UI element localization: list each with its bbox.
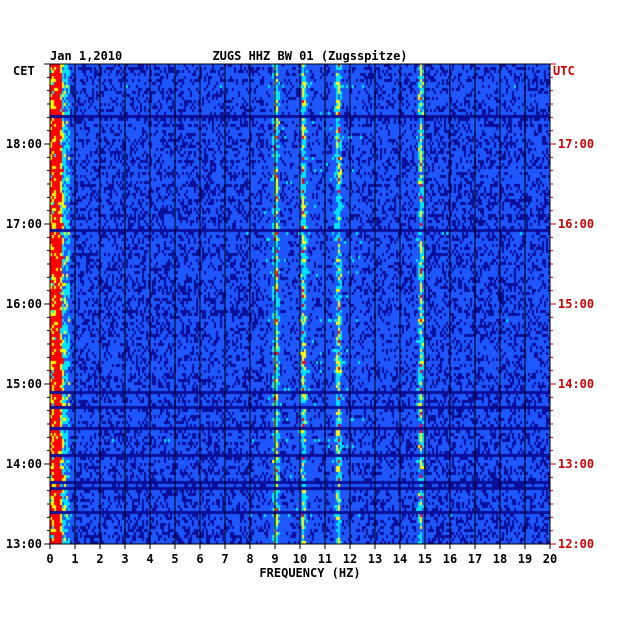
x-tick-label: 15 [418, 552, 432, 566]
left-axis-label: CET [13, 64, 35, 78]
x-tick-label: 11 [318, 552, 332, 566]
x-tick-labels: 0 1 2 3 4 5 6 7 8 9 10 11 12 13 14 15 16 17 18 19 20 [46, 552, 557, 566]
x-tick-label: 7 [221, 552, 228, 566]
right-tick-label: 14:00 [558, 377, 594, 391]
x-tick-label: 17 [468, 552, 482, 566]
x-tick-label: 12 [343, 552, 357, 566]
chart-grid [44, 63, 556, 549]
x-tick-label: 5 [171, 552, 178, 566]
left-tick-label: 17:00 [6, 217, 42, 231]
plot-frame [49, 63, 551, 545]
x-tick-label: 1 [71, 552, 78, 566]
right-tick-label: 16:00 [558, 217, 594, 231]
x-tick-label: 14 [393, 552, 407, 566]
x-tick-label: 8 [246, 552, 253, 566]
left-tick-label: 14:00 [6, 457, 42, 471]
x-tick-label: 0 [46, 552, 53, 566]
left-tick-label: 13:00 [6, 537, 42, 551]
x-tick-label: 4 [146, 552, 153, 566]
x-tick-label: 9 [271, 552, 278, 566]
x-tick-label: 16 [443, 552, 457, 566]
x-tick-label: 18 [493, 552, 507, 566]
left-tick-labels: 18:00 17:00 16:00 15:00 14:00 13:00 [6, 137, 42, 551]
left-tick-label: 15:00 [6, 377, 42, 391]
left-tick-label: 18:00 [6, 137, 42, 151]
right-tick-label: 15:00 [558, 297, 594, 311]
x-tick-label: 20 [543, 552, 557, 566]
right-tick-label: 17:00 [558, 137, 594, 151]
x-tick-label: 6 [196, 552, 203, 566]
right-tick-label: 13:00 [558, 457, 594, 471]
chart-title: ZUGS HHZ BW 01 (Zugsspitze) [212, 49, 407, 63]
chart-date: Jan 1,2010 [50, 49, 122, 63]
x-tick-label: 2 [96, 552, 103, 566]
right-axis-label: UTC [553, 64, 575, 78]
x-tick-label: 19 [518, 552, 532, 566]
right-tick-labels: 17:00 16:00 15:00 14:00 13:00 12:00 [558, 137, 594, 551]
left-tick-label: 16:00 [6, 297, 42, 311]
x-tick-label: 3 [121, 552, 128, 566]
x-tick-label: 10 [293, 552, 307, 566]
x-axis-label: FREQUENCY (HZ) [259, 566, 360, 580]
right-tick-label: 12:00 [558, 537, 594, 551]
x-tick-label: 13 [368, 552, 382, 566]
